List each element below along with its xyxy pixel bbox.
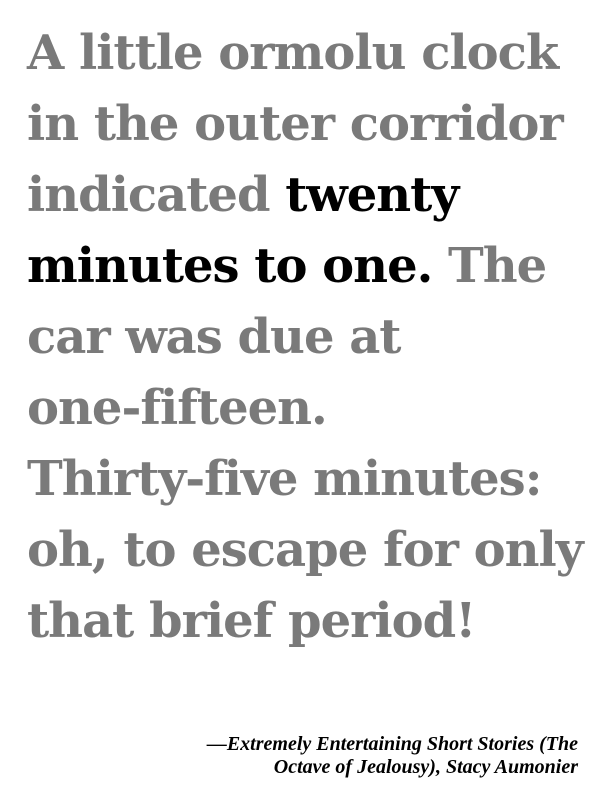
quote-line-7: Thirty-five minutes: (27, 451, 542, 507)
quote-line-6: one-fifteen. (27, 380, 328, 436)
quote-line-2: in the outer corridor (27, 96, 564, 152)
attribution-line-2: Octave of Jealousy), Stacy Aumonier (273, 756, 578, 778)
quote-line-3: indicated twenty (27, 160, 587, 231)
quote-line-3-text: indicated (27, 167, 286, 223)
attribution: —Extremely Entertaining Short Stories (T… (108, 733, 578, 779)
quote-line-8: oh, to escape for only (27, 522, 584, 578)
quote-text: A little ormolu clock in the outer corri… (27, 18, 587, 657)
attribution-line-1: —Extremely Entertaining Short Stories (T… (206, 733, 578, 755)
highlighted-time-part-1: twenty (285, 167, 459, 223)
quote-line-5: car was due at (27, 309, 401, 365)
quote-line-1: A little ormolu clock (27, 25, 559, 81)
quote-line-4-text: The (432, 238, 547, 294)
quote-line-9: that brief period! (27, 593, 476, 649)
quote-line-4: minutes to one. The (27, 231, 587, 302)
highlighted-time-part-2: minutes to one. (27, 238, 433, 294)
